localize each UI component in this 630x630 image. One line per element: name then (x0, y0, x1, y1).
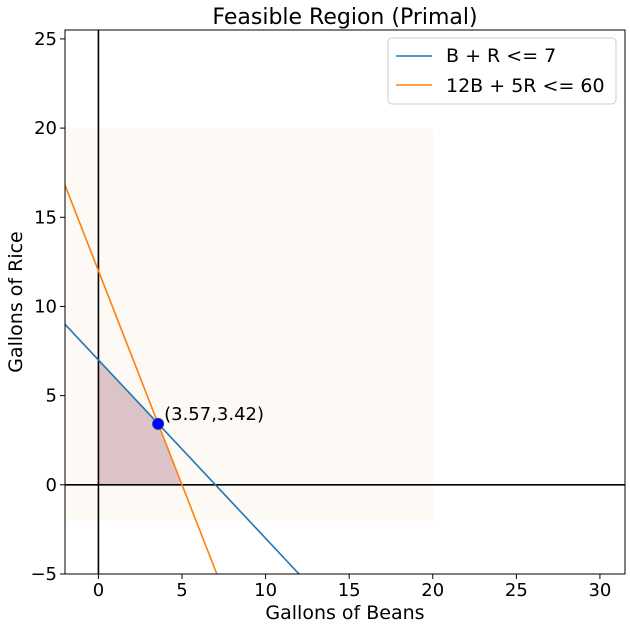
optimal-point (152, 417, 165, 430)
legend: B + R <= 7 12B + 5R <= 60 (387, 37, 617, 105)
y-axis-ticks: −5 0 5 10 15 20 25 (30, 29, 65, 585)
x-tick-label: 20 (421, 580, 444, 601)
legend-label-series-2: 12B + 5R <= 60 (446, 75, 605, 97)
x-tick-label: 25 (505, 580, 528, 601)
x-tick-label: 5 (176, 580, 187, 601)
x-axis-ticks: 0 5 10 15 20 25 30 (93, 574, 611, 601)
optimal-point-label: (3.57,3.42) (164, 404, 264, 425)
y-tick-label: 5 (46, 386, 57, 407)
legend-label-series-1: B + R <= 7 (446, 45, 556, 67)
series-line-1 (65, 323, 300, 574)
x-axis-label: Gallons of Beans (265, 602, 424, 624)
feasible-region (98, 359, 183, 485)
y-tick-label: 10 (34, 296, 57, 317)
y-tick-label: 20 (34, 118, 57, 139)
plot-frame (64, 29, 626, 575)
series-line-2 (65, 184, 218, 574)
x-tick-label: 0 (93, 580, 104, 601)
series-lines (65, 184, 300, 574)
x-tick-label: 15 (338, 580, 361, 601)
y-tick-label: 0 (46, 475, 57, 496)
x-tick-label: 10 (254, 580, 277, 601)
y-tick-label: 15 (34, 207, 57, 228)
y-tick-label: −5 (30, 564, 57, 585)
y-tick-label: 25 (34, 29, 57, 50)
x-tick-label: 30 (588, 580, 611, 601)
chart-title: Feasible Region (Primal) (212, 5, 477, 30)
legend-box (387, 37, 617, 105)
y-axis-label: Gallons of Rice (5, 231, 27, 373)
